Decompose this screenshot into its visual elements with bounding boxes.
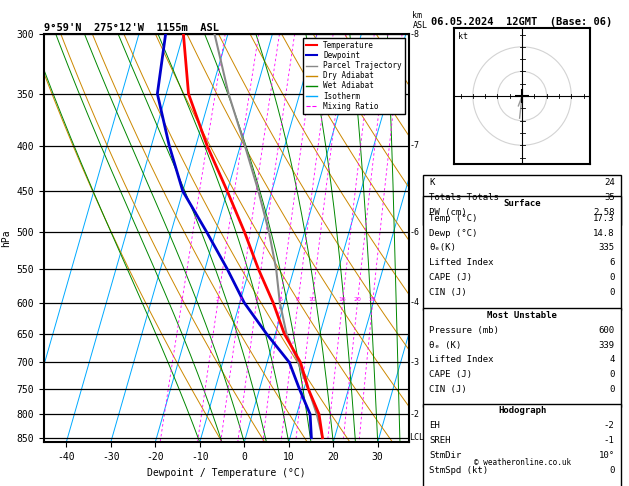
Text: Surface: Surface [503, 199, 541, 208]
Text: 4: 4 [254, 296, 259, 301]
Text: CAPE (J): CAPE (J) [430, 370, 472, 380]
Text: 1: 1 [180, 296, 184, 301]
Text: 0: 0 [610, 385, 615, 394]
Text: CIN (J): CIN (J) [430, 288, 467, 297]
Y-axis label: hPa: hPa [1, 229, 11, 247]
Text: -2: -2 [409, 410, 420, 419]
Text: Temp (°C): Temp (°C) [430, 214, 478, 223]
Text: CIN (J): CIN (J) [430, 385, 467, 394]
Text: 339: 339 [599, 341, 615, 349]
Text: -3: -3 [409, 358, 420, 367]
Text: StmSpd (kt): StmSpd (kt) [430, 466, 489, 475]
Text: © weatheronline.co.uk: © weatheronline.co.uk [474, 458, 571, 467]
Text: -1: -1 [604, 436, 615, 445]
Text: 2.58: 2.58 [593, 208, 615, 217]
Bar [423, 404, 621, 486]
Bar [423, 196, 621, 310]
Text: K: K [430, 178, 435, 187]
Text: 10: 10 [308, 296, 316, 301]
Text: LCL: LCL [409, 433, 425, 442]
Text: PW (cm): PW (cm) [430, 208, 467, 217]
Text: 17.3: 17.3 [593, 214, 615, 223]
Text: Mixing Ratio (g/kg): Mixing Ratio (g/kg) [435, 191, 443, 286]
Text: Lifted Index: Lifted Index [430, 259, 494, 267]
Text: 6: 6 [279, 296, 282, 301]
Text: Hodograph: Hodograph [498, 406, 546, 416]
Text: 2: 2 [216, 296, 220, 301]
Text: 24: 24 [604, 178, 615, 187]
Bar [423, 175, 621, 225]
Text: SREH: SREH [430, 436, 451, 445]
Text: Dewp (°C): Dewp (°C) [430, 228, 478, 238]
Text: Pressure (mb): Pressure (mb) [430, 326, 499, 334]
Text: 3: 3 [238, 296, 242, 301]
Text: θₑ(K): θₑ(K) [430, 243, 457, 252]
Bar [423, 308, 621, 407]
Text: 35: 35 [604, 192, 615, 202]
Text: 0: 0 [610, 273, 615, 282]
Text: Totals Totals: Totals Totals [430, 192, 499, 202]
Text: 335: 335 [599, 243, 615, 252]
Text: 20: 20 [353, 296, 362, 301]
Text: 16: 16 [338, 296, 347, 301]
Text: 6: 6 [610, 259, 615, 267]
Text: Lifted Index: Lifted Index [430, 355, 494, 364]
Text: -8: -8 [409, 30, 420, 38]
Legend: Temperature, Dewpoint, Parcel Trajectory, Dry Adiabat, Wet Adiabat, Isotherm, Mi: Temperature, Dewpoint, Parcel Trajectory… [303, 38, 405, 114]
Text: StmDir: StmDir [430, 451, 462, 460]
X-axis label: Dewpoint / Temperature (°C): Dewpoint / Temperature (°C) [147, 468, 306, 478]
Text: θₑ (K): θₑ (K) [430, 341, 462, 349]
Text: EH: EH [430, 421, 440, 430]
Text: 10°: 10° [599, 451, 615, 460]
Text: 9°59'N  275°12'W  1155m  ASL: 9°59'N 275°12'W 1155m ASL [44, 23, 219, 33]
Text: 8: 8 [296, 296, 300, 301]
Text: 06.05.2024  12GMT  (Base: 06): 06.05.2024 12GMT (Base: 06) [431, 17, 613, 27]
Text: CAPE (J): CAPE (J) [430, 273, 472, 282]
Text: -6: -6 [409, 227, 420, 237]
Text: 0: 0 [610, 288, 615, 297]
Text: 25: 25 [369, 296, 377, 301]
Text: -7: -7 [409, 141, 420, 150]
Text: 0: 0 [610, 466, 615, 475]
Text: 4: 4 [610, 355, 615, 364]
Text: 600: 600 [599, 326, 615, 334]
Text: km
ASL: km ASL [413, 11, 428, 30]
Text: Most Unstable: Most Unstable [487, 311, 557, 320]
Text: 14.8: 14.8 [593, 228, 615, 238]
Text: -4: -4 [409, 298, 420, 307]
Text: -2: -2 [604, 421, 615, 430]
Text: 0: 0 [610, 370, 615, 380]
